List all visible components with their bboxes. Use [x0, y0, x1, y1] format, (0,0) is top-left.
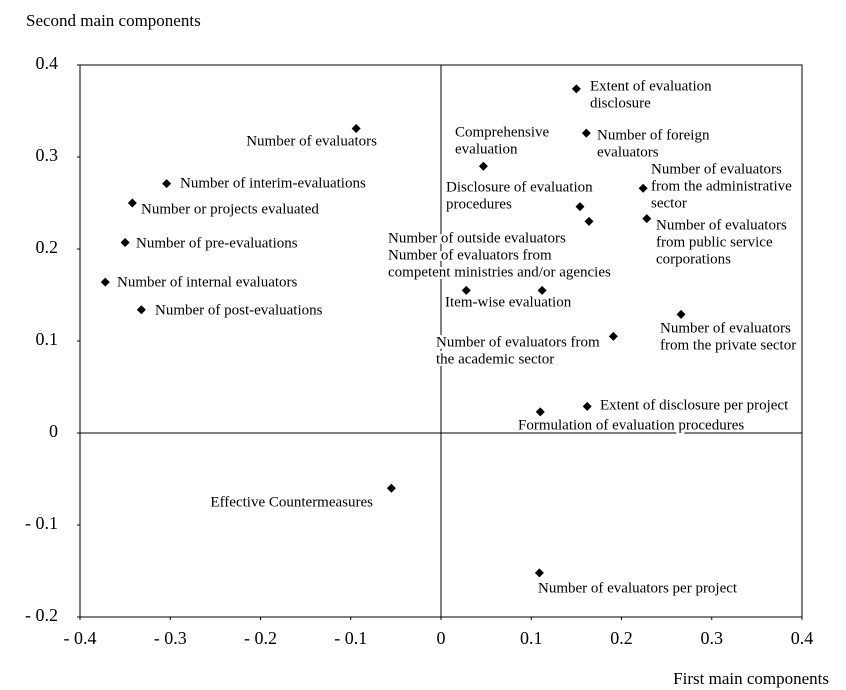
point-label: Number of evaluators [660, 320, 791, 336]
y-tick-label: 0.4 [36, 53, 59, 73]
x-tick-label: 0 [437, 628, 446, 648]
point-label: sector [651, 195, 687, 211]
point-label: Number of evaluators from [388, 247, 552, 263]
point-label: Number of evaluators [246, 133, 377, 149]
y-tick-label: 0.2 [36, 237, 59, 257]
point-label: procedures [446, 196, 512, 212]
point [581, 128, 591, 138]
point-label: disclosure [590, 95, 651, 111]
point [608, 331, 618, 341]
point-label: from public service [656, 234, 773, 250]
point [100, 277, 110, 287]
point-label: Number of evaluators from [436, 334, 600, 350]
point [120, 238, 130, 248]
y-tick-label: - 0.2 [25, 605, 58, 625]
point-label: Formulation of evaluation procedures [518, 417, 744, 433]
x-tick-label: 0.4 [791, 628, 814, 648]
point-label: Extent of evaluation [590, 78, 712, 94]
x-tick-label: 0.2 [610, 628, 633, 648]
x-tick-label: - 0.2 [244, 628, 277, 648]
point-label: Number of pre-evaluations [136, 235, 298, 251]
y-tick-label: 0.1 [36, 329, 59, 349]
point [676, 309, 686, 319]
point [534, 568, 544, 578]
point-label: Number of post-evaluations [155, 302, 323, 318]
point-label: competent ministries and/or agencies [388, 264, 611, 280]
point-label: Number of internal evaluators [117, 274, 298, 290]
point-label: from the private sector [660, 337, 796, 353]
point [136, 305, 146, 315]
point-label: evaluation [455, 141, 518, 157]
y-tick-label: 0.3 [36, 145, 59, 165]
point [461, 285, 471, 295]
y-tick-label: 0 [49, 421, 58, 441]
point-label: Number of evaluators [656, 217, 787, 233]
point [584, 216, 594, 226]
point [351, 123, 361, 133]
point [642, 214, 652, 224]
point [478, 161, 488, 171]
point [535, 407, 545, 417]
point-label: from the administrative [651, 178, 792, 194]
point-label: Number of outside evaluators [388, 230, 566, 246]
point-label: Extent of disclosure per project [600, 397, 789, 413]
point-label: Effective Countermeasures [210, 494, 373, 510]
point-label: Number or projects evaluated [141, 201, 319, 217]
point-label: Item-wise evaluation [445, 294, 572, 310]
point [386, 483, 396, 493]
point-label: Number of interim-evaluations [180, 175, 366, 191]
point [162, 179, 172, 189]
point [537, 285, 547, 295]
point-label: corporations [656, 251, 731, 267]
y-axis-title: Second main components [26, 11, 201, 30]
point [127, 198, 137, 208]
x-axis-title: First main components [673, 669, 829, 688]
point [582, 401, 592, 411]
point-label: Number of foreign [597, 127, 710, 143]
point [571, 84, 581, 94]
point-label: the academic sector [436, 351, 554, 367]
x-tick-label: 0.1 [520, 628, 543, 648]
point [638, 183, 648, 193]
point-label: evaluators [597, 144, 659, 160]
y-tick-label: - 0.1 [25, 513, 58, 533]
x-tick-label: 0.3 [701, 628, 724, 648]
point-label: Comprehensive [455, 124, 549, 140]
point-label: Number of evaluators per project [538, 580, 738, 596]
point-label: Number of evaluators [651, 161, 782, 177]
x-tick-label: - 0.4 [64, 628, 97, 648]
point-label: Disclosure of evaluation [446, 179, 593, 195]
x-tick-label: - 0.1 [334, 628, 367, 648]
x-tick-label: - 0.3 [154, 628, 187, 648]
point [575, 202, 585, 212]
